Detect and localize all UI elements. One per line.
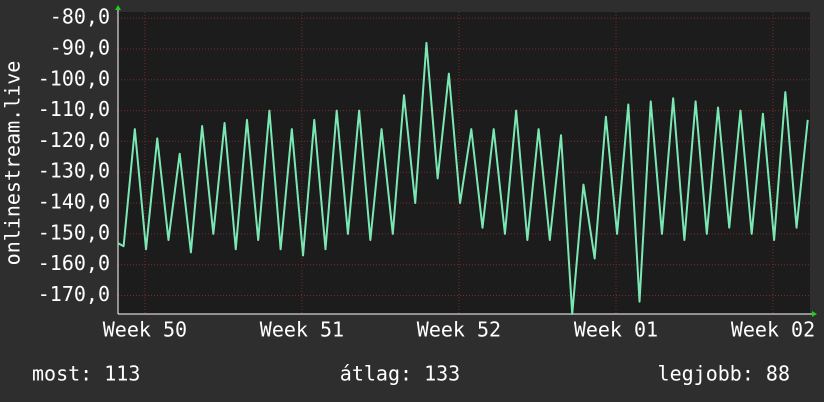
y-tick-label: -140,0 [38, 190, 110, 214]
y-tick-label: -160,0 [38, 251, 110, 275]
footer-stat: átlag: 133 [340, 362, 460, 386]
x-tick-label: Week 01 [574, 318, 658, 342]
x-tick-label: Week 02 [731, 318, 815, 342]
y-tick-label: -130,0 [38, 159, 110, 183]
y-tick-label: -120,0 [38, 128, 110, 152]
data-line [117, 41, 809, 315]
axis-arrow [812, 311, 817, 317]
y-tick-label: -110,0 [38, 97, 110, 121]
y-tick-label: -90,0 [50, 35, 110, 59]
plot-area [118, 12, 810, 314]
y-axis-label: onlinestream.live [1, 61, 25, 266]
x-tick-label: Week 50 [103, 318, 187, 342]
x-tick-label: Week 51 [260, 318, 344, 342]
x-tick-label: Week 52 [417, 318, 501, 342]
y-tick-label: -100,0 [38, 66, 110, 90]
y-tick-label: -80,0 [50, 5, 110, 29]
axis-arrow [115, 5, 121, 10]
footer-stat: legjobb: 88 [658, 362, 790, 386]
y-tick-label: -150,0 [38, 220, 110, 244]
footer-stat: most: 113 [32, 362, 140, 386]
y-tick-label: -170,0 [38, 282, 110, 306]
